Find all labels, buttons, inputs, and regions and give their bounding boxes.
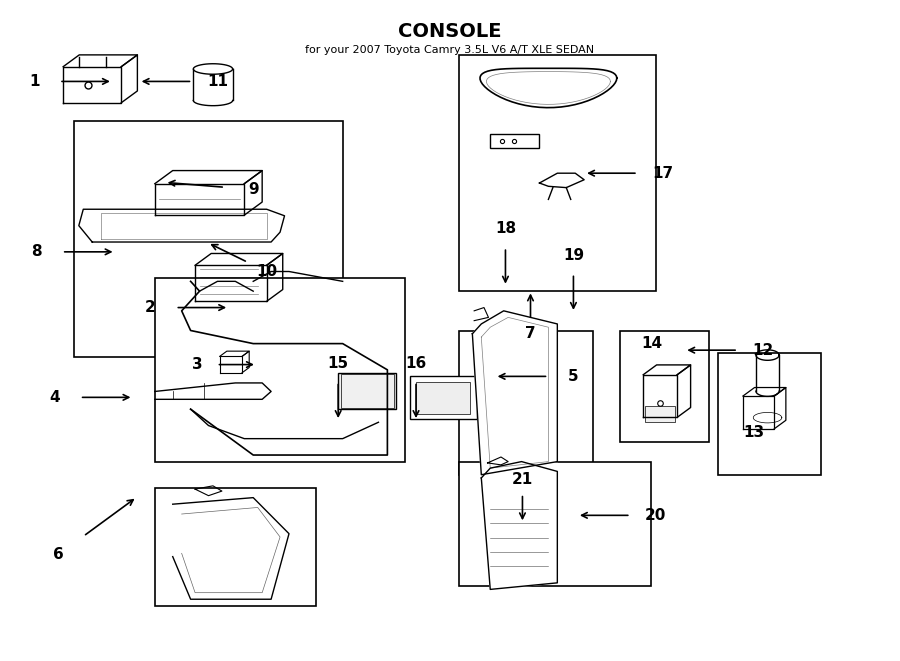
Text: 5: 5 xyxy=(568,369,579,384)
Bar xyxy=(459,56,656,292)
Bar xyxy=(155,278,405,461)
Text: 16: 16 xyxy=(405,356,427,371)
Text: 18: 18 xyxy=(495,221,516,237)
Bar xyxy=(75,121,343,357)
Bar xyxy=(491,134,539,148)
Text: 9: 9 xyxy=(248,182,258,197)
Text: 11: 11 xyxy=(207,74,228,89)
Text: 17: 17 xyxy=(652,166,673,180)
Bar xyxy=(459,330,593,475)
Text: 12: 12 xyxy=(752,342,774,358)
Text: 15: 15 xyxy=(328,356,349,371)
Polygon shape xyxy=(480,68,616,108)
Text: 1: 1 xyxy=(29,74,40,89)
Bar xyxy=(459,461,652,586)
Text: for your 2007 Toyota Camry 3.5L V6 A/T XLE SEDAN: for your 2007 Toyota Camry 3.5L V6 A/T X… xyxy=(305,46,595,56)
Polygon shape xyxy=(482,461,557,590)
Text: 2: 2 xyxy=(145,300,156,315)
Bar xyxy=(155,488,316,605)
Text: 20: 20 xyxy=(645,508,666,523)
Text: 21: 21 xyxy=(512,473,533,487)
Text: 7: 7 xyxy=(526,327,536,341)
Text: 19: 19 xyxy=(562,248,584,262)
Text: 3: 3 xyxy=(193,357,203,372)
Bar xyxy=(645,406,674,422)
Bar xyxy=(341,374,393,408)
Text: 14: 14 xyxy=(642,336,662,351)
Text: 4: 4 xyxy=(50,390,60,405)
Bar xyxy=(416,381,470,414)
Text: 10: 10 xyxy=(256,264,277,279)
Bar xyxy=(620,330,709,442)
Text: 8: 8 xyxy=(32,245,42,259)
Polygon shape xyxy=(173,498,289,600)
Bar xyxy=(718,354,821,475)
Bar xyxy=(410,376,477,419)
Text: 6: 6 xyxy=(53,547,64,562)
Text: CONSOLE: CONSOLE xyxy=(398,22,501,42)
Text: 13: 13 xyxy=(743,424,765,440)
Bar xyxy=(338,373,396,409)
Polygon shape xyxy=(472,311,557,475)
